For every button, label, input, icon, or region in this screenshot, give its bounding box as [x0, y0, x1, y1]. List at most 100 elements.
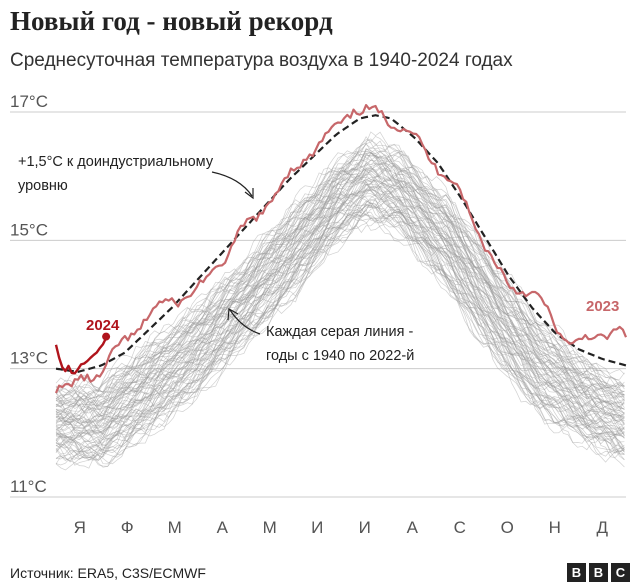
historical-year-line — [55, 175, 625, 431]
bbc-logo-letter: B — [589, 563, 608, 582]
historical-year-line — [55, 159, 625, 408]
series-2024-endpoint — [102, 332, 111, 341]
historical-year-line — [55, 214, 625, 468]
x-tick-label: Ф — [121, 518, 134, 537]
annotation-history-arrow — [229, 309, 261, 335]
historical-year-line — [55, 159, 625, 423]
series-layer — [54, 104, 628, 394]
historical-year-line — [55, 188, 625, 455]
historical-year-line — [55, 161, 625, 415]
annotation-history-line2: годы с 1940 по 2022-й — [266, 348, 414, 364]
bbc-logo: B B C — [567, 563, 630, 582]
historical-year-line — [55, 193, 625, 453]
historical-year-line — [55, 216, 625, 465]
historical-year-line — [55, 200, 625, 460]
y-tick-label: 17°C — [10, 92, 48, 111]
historical-year-line — [55, 151, 625, 407]
historical-year-line — [55, 199, 625, 462]
x-tick-label: Н — [549, 518, 561, 537]
historical-year-line — [55, 186, 625, 443]
annotation-threshold: +1,5°C к доиндустриальному уровню — [18, 154, 217, 194]
historical-year-line — [55, 183, 625, 436]
threshold-1-5c-line — [55, 114, 627, 374]
x-tick-label: И — [359, 518, 371, 537]
historical-year-line — [55, 168, 625, 429]
grid-lines: 11°C 13°C 15°C 17°C Я Ф М А М И И А С О Н Д — [10, 92, 626, 537]
historical-year-line — [55, 195, 625, 448]
y-tick-label: 13°C — [10, 349, 48, 368]
historical-year-line — [55, 135, 625, 405]
temperature-chart: 11°C 13°C 15°C 17°C Я Ф М А М И И А С О Н Д +1,5°C к до… — [10, 92, 628, 537]
bbc-logo-letter: C — [611, 563, 630, 582]
x-tick-label: А — [407, 518, 419, 537]
historical-year-line — [55, 217, 625, 468]
source-note: Источник: ERA5, C3S/ECMWF — [10, 565, 206, 581]
historical-year-line — [55, 180, 625, 449]
historical-year-line — [55, 180, 625, 435]
historical-year-line — [55, 173, 625, 427]
historical-year-line — [55, 165, 625, 431]
historical-year-line — [55, 206, 625, 458]
historical-year-line — [55, 136, 625, 393]
x-tick-label: С — [454, 518, 466, 537]
historical-year-line — [55, 167, 625, 420]
annotation-history-line1: Каждая серая линия - — [266, 324, 413, 340]
historical-lines-1940-2022 — [55, 131, 625, 471]
historical-year-line — [55, 163, 625, 414]
historical-year-line — [55, 150, 625, 403]
historical-year-line — [55, 152, 625, 414]
historical-year-line — [55, 193, 625, 441]
historical-year-line — [55, 175, 625, 425]
historical-year-line — [55, 211, 625, 469]
historical-year-line — [55, 208, 625, 455]
historical-year-line — [55, 199, 625, 456]
historical-year-line — [55, 194, 625, 453]
historical-year-line — [55, 177, 625, 439]
annotation-history: Каждая серая линия - годы с 1940 по 2022… — [266, 324, 417, 364]
historical-year-line — [55, 177, 625, 432]
x-tick-label: О — [501, 518, 514, 537]
bbc-logo-letter: B — [567, 563, 586, 582]
historical-year-line — [55, 186, 625, 447]
chart-title: Новый год - новый рекорд — [10, 6, 333, 36]
series-2023-line — [54, 104, 628, 394]
y-tick-label: 15°C — [10, 220, 48, 239]
historical-year-line — [55, 162, 625, 417]
historical-year-line — [55, 155, 625, 416]
x-tick-label: М — [168, 518, 182, 537]
historical-year-line — [55, 214, 625, 465]
historical-year-line — [55, 167, 625, 424]
x-tick-label: Д — [596, 518, 608, 537]
annotation-threshold-arrowhead — [244, 188, 254, 200]
historical-year-line — [55, 198, 625, 460]
historical-year-line — [55, 179, 625, 432]
historical-year-line — [55, 210, 625, 459]
historical-year-line — [55, 204, 625, 466]
annotation-threshold-line1: +1,5°C к доиндустриальному — [18, 154, 214, 170]
historical-year-line — [55, 142, 625, 408]
historical-year-line — [55, 140, 625, 407]
historical-year-line — [55, 183, 625, 438]
historical-year-line — [55, 199, 625, 449]
x-tick-label: А — [217, 518, 229, 537]
historical-year-line — [55, 143, 625, 401]
historical-year-line — [55, 139, 625, 400]
historical-year-line — [55, 202, 625, 471]
historical-year-line — [55, 184, 625, 443]
chart-subtitle: Среднесуточная температура воздуха в 194… — [10, 50, 513, 71]
historical-year-line — [55, 162, 625, 423]
historical-year-line — [55, 209, 625, 461]
historical-year-line — [55, 158, 625, 425]
historical-year-line — [55, 131, 625, 400]
historical-year-line — [55, 197, 625, 459]
historical-year-line — [55, 184, 625, 439]
historical-year-line — [55, 167, 625, 427]
historical-year-line — [55, 183, 625, 451]
historical-year-line — [55, 147, 625, 412]
historical-year-line — [55, 198, 625, 452]
historical-year-line — [55, 174, 625, 424]
historical-year-line — [55, 149, 625, 407]
historical-year-line — [55, 167, 625, 424]
historical-year-line — [55, 166, 625, 421]
annotation-history-arrowhead — [227, 308, 239, 321]
